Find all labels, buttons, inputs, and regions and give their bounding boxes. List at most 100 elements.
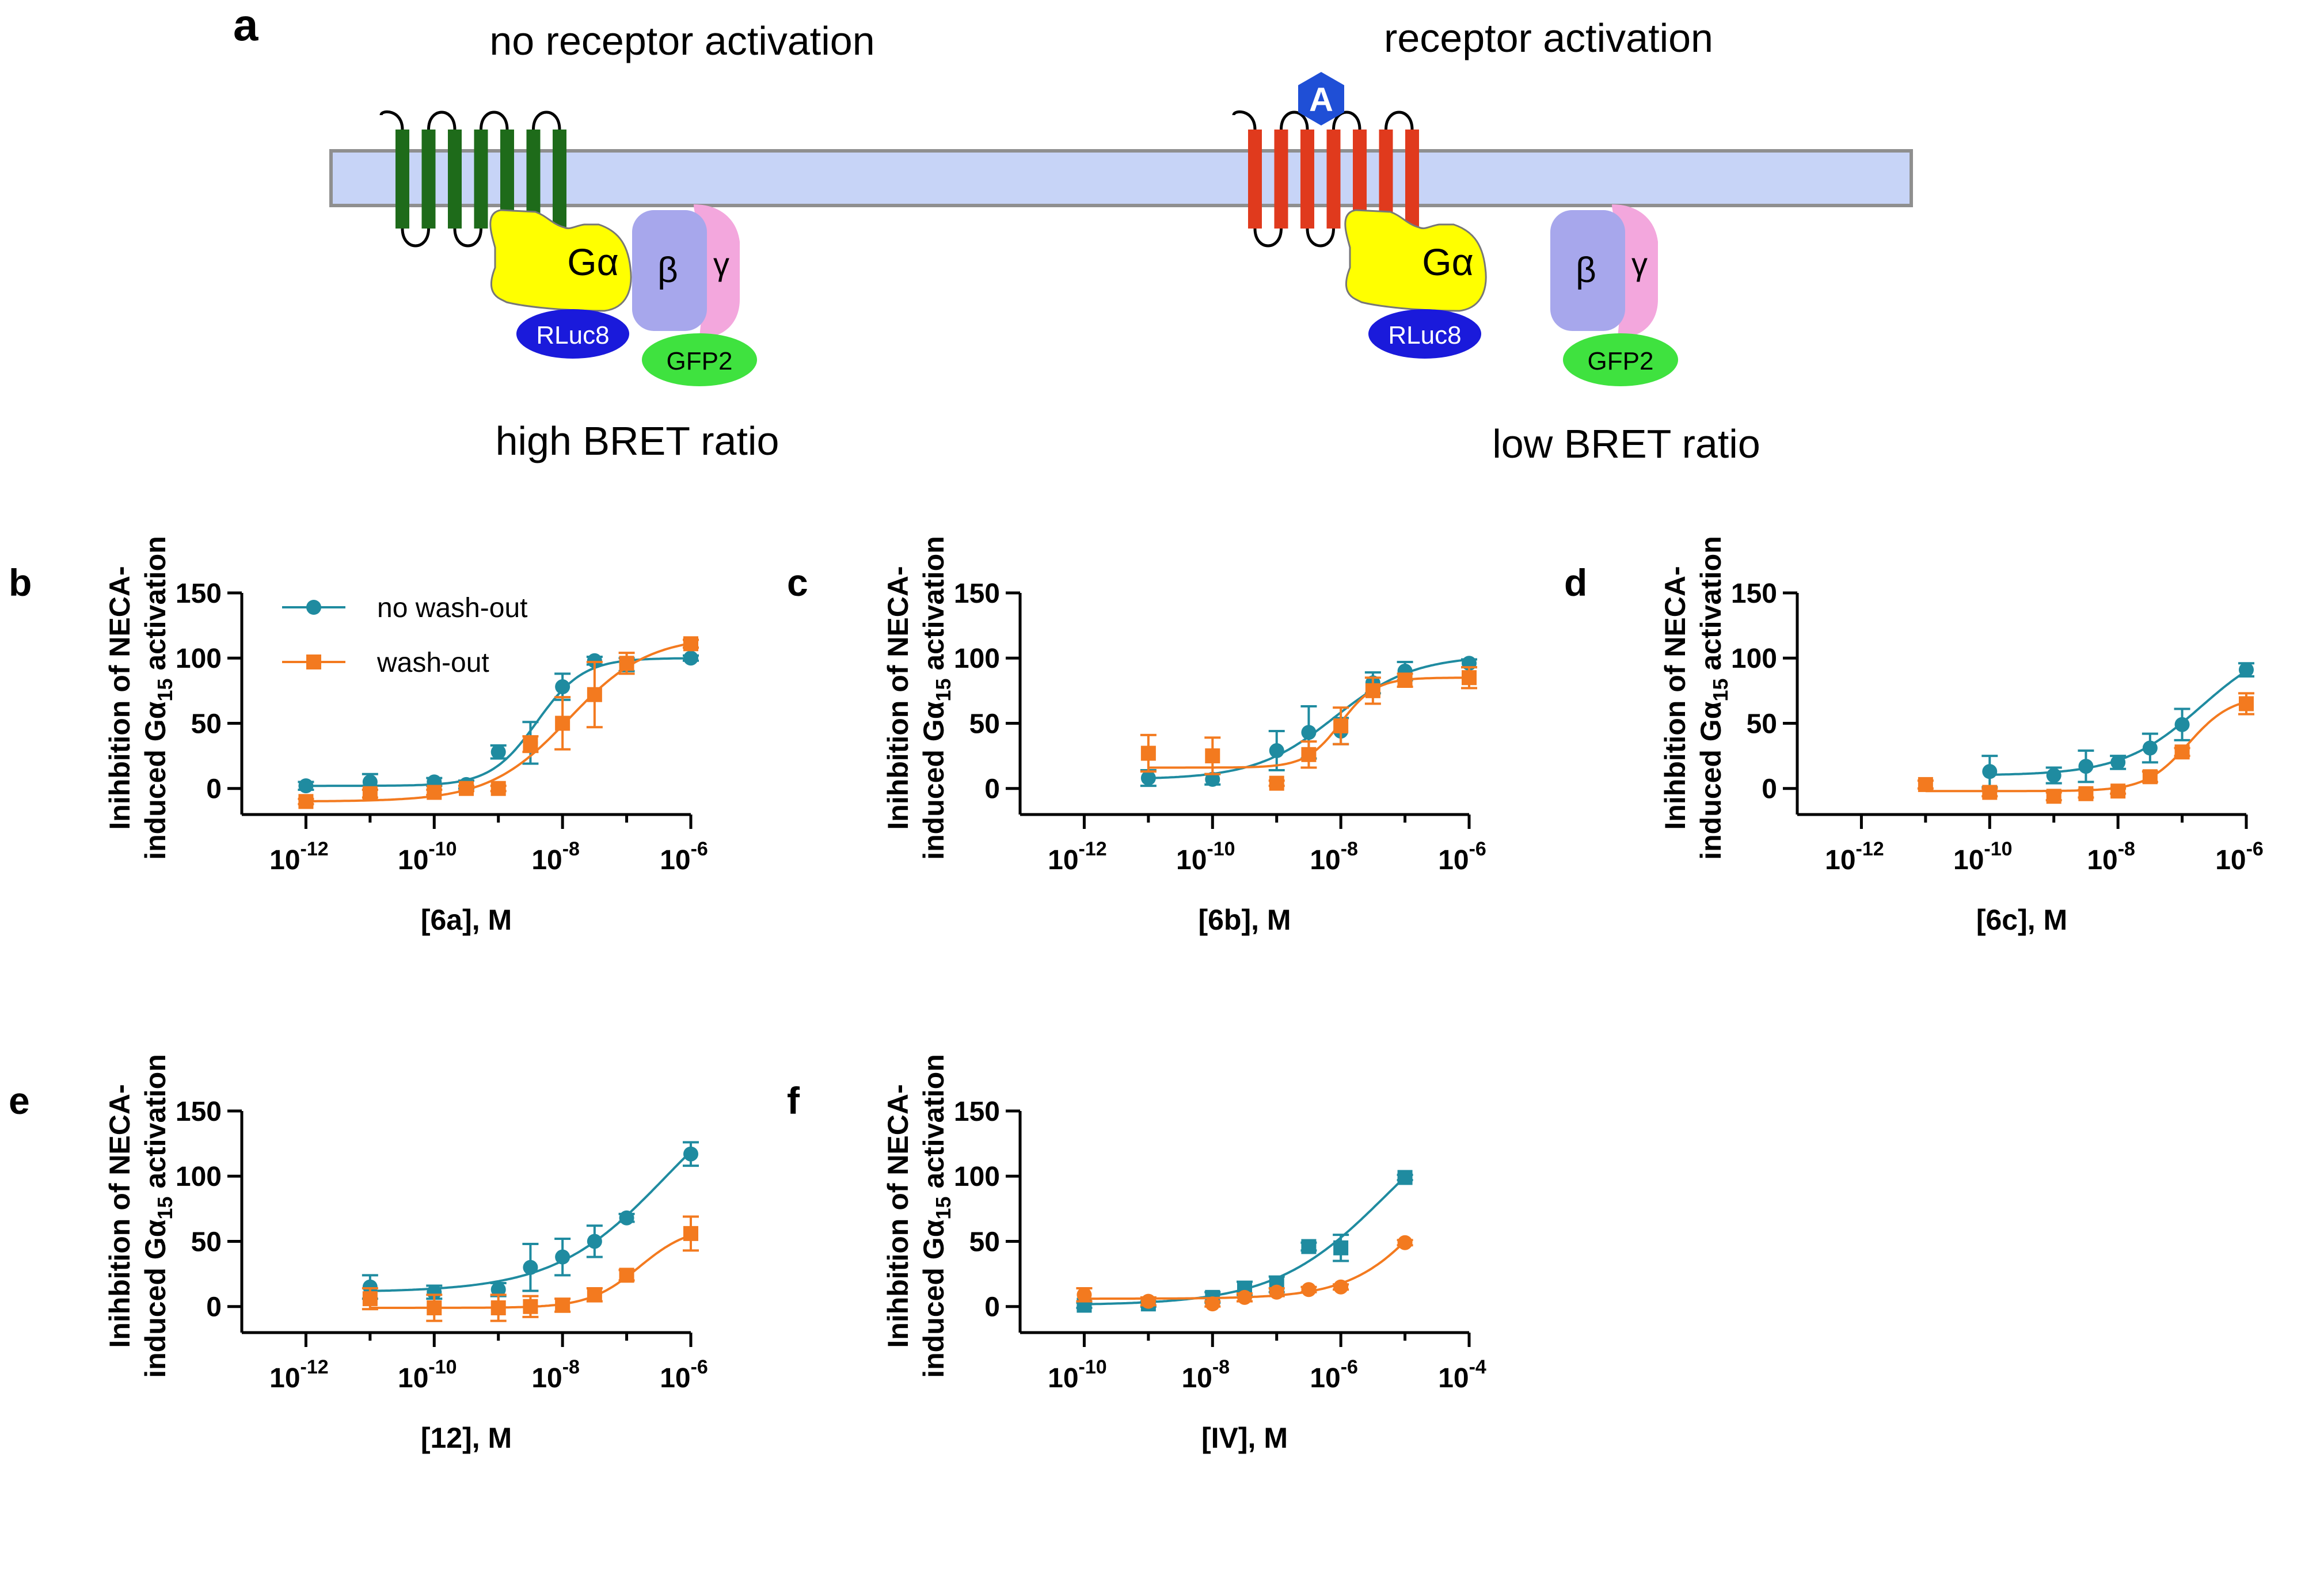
x-tick-exponent: -12 bbox=[301, 1356, 329, 1378]
y-axis-title-line2: induced Gα bbox=[139, 701, 172, 859]
data-point bbox=[1333, 1279, 1349, 1295]
panel-letter-c: c bbox=[787, 561, 808, 604]
y-axis-title-line2: induced Gα bbox=[139, 1219, 172, 1377]
y-tick-label: 100 bbox=[1731, 644, 1777, 674]
x-tick-label: 10-8 bbox=[2087, 838, 2135, 876]
data-point bbox=[1365, 683, 1380, 698]
y-tick-label: 50 bbox=[1747, 709, 1777, 739]
data-point bbox=[587, 1287, 602, 1303]
data-point bbox=[2110, 755, 2126, 770]
x-tick-base: 10 bbox=[269, 1363, 300, 1394]
beta-subunit-left bbox=[632, 210, 707, 331]
tm-helix bbox=[553, 130, 566, 229]
y-axis-title-line2: induced Gα bbox=[1695, 701, 1727, 859]
x-tick-exponent: -12 bbox=[301, 838, 329, 860]
y-axis-title-subscript: 15 bbox=[153, 679, 177, 702]
legend-label-no-washout: no wash-out bbox=[377, 593, 528, 623]
y-axis-title-line2: induced Gα bbox=[918, 701, 950, 859]
x-tick-label: 10-4 bbox=[1438, 1356, 1486, 1394]
x-tick-label: 10-12 bbox=[1825, 838, 1884, 876]
agonist-hexagon bbox=[1298, 72, 1344, 125]
x-tick-label: 10-6 bbox=[660, 838, 708, 876]
data-point bbox=[587, 687, 602, 702]
data-point bbox=[683, 1146, 698, 1162]
data-point bbox=[555, 716, 570, 731]
x-tick-base: 10 bbox=[1825, 845, 1855, 876]
y-axis-title-line2-end: activation bbox=[139, 536, 172, 678]
y-axis-title: Inihbition of NECA-induced Gα15 activati… bbox=[104, 536, 177, 860]
data-point bbox=[1397, 1235, 1413, 1250]
data-point bbox=[490, 1300, 506, 1315]
x-tick-base: 10 bbox=[398, 1363, 428, 1394]
y-tick-label: 0 bbox=[206, 1292, 222, 1323]
x-tick-exponent: -8 bbox=[1341, 838, 1358, 860]
data-point bbox=[362, 774, 378, 790]
data-point bbox=[619, 1268, 634, 1283]
x-tick-base: 10 bbox=[2215, 845, 2246, 876]
data-point bbox=[555, 1297, 570, 1313]
data-point bbox=[1397, 1170, 1413, 1185]
y-tick-label: 50 bbox=[191, 1227, 222, 1257]
data-point bbox=[427, 1300, 442, 1315]
x-tick-base: 10 bbox=[1438, 845, 1469, 876]
y-axis-title-subscript: 15 bbox=[931, 679, 955, 702]
agonist-label: A bbox=[1309, 81, 1333, 119]
x-tick-base: 10 bbox=[660, 1363, 690, 1394]
y-axis-title: Inihbition of NECA-induced Gα15 activati… bbox=[1659, 536, 1732, 860]
chart-panel-e: e Inihbition of NECA-induced Gα15 activat… bbox=[9, 1054, 708, 1454]
x-tick-base: 10 bbox=[1953, 845, 1984, 876]
galpha-label-left: Gα bbox=[567, 241, 619, 283]
data-point bbox=[1205, 748, 1220, 764]
y-axis-title-subscript: 15 bbox=[931, 1197, 955, 1220]
x-tick-label: 10-12 bbox=[269, 1356, 329, 1394]
galpha-subunit-right bbox=[1344, 209, 1487, 312]
panel-letter-d: d bbox=[1564, 561, 1587, 604]
right-caption: low BRET ratio bbox=[1492, 421, 1760, 466]
data-point bbox=[1982, 764, 1998, 779]
data-point bbox=[2142, 769, 2158, 785]
y-tick-label: 0 bbox=[984, 1292, 1000, 1323]
data-point bbox=[587, 1234, 602, 1249]
x-tick-label: 10-10 bbox=[1176, 838, 1235, 876]
y-axis-title-subscript: 15 bbox=[153, 1197, 177, 1220]
data-point bbox=[1301, 725, 1317, 740]
x-tick-label: 10-8 bbox=[531, 838, 580, 876]
legend-marker-washout bbox=[306, 654, 321, 669]
y-axis-title-line2-end: activation bbox=[918, 536, 950, 678]
gamma-label-left: γ bbox=[713, 246, 729, 282]
x-tick-base: 10 bbox=[1048, 1363, 1078, 1394]
data-point bbox=[362, 1279, 378, 1295]
gfp2-right bbox=[1563, 333, 1678, 386]
x-tick-exponent: -6 bbox=[2246, 838, 2264, 860]
data-point bbox=[1269, 1284, 1284, 1300]
x-tick-label: 10-10 bbox=[1953, 838, 2013, 876]
y-axis-title-line1: Inihbition of NECA- bbox=[1659, 566, 1691, 829]
data-point bbox=[490, 1282, 506, 1297]
beta-label-left: β bbox=[657, 250, 678, 290]
x-tick-exponent: -12 bbox=[1079, 838, 1107, 860]
data-point bbox=[2110, 783, 2126, 799]
panel-letter-f: f bbox=[787, 1079, 800, 1122]
data-point bbox=[1205, 771, 1220, 787]
data-point bbox=[490, 744, 506, 760]
chart-panel-c: c Inihbition of NECA-induced Gα15 activat… bbox=[787, 536, 1486, 936]
data-point bbox=[2239, 662, 2254, 678]
x-tick-label: 10-6 bbox=[1310, 1356, 1358, 1394]
data-point bbox=[1462, 670, 1477, 686]
panel-letter-e: e bbox=[9, 1079, 30, 1122]
y-axis-title: Inihbition of NECA-induced Gα15 activati… bbox=[882, 1054, 955, 1378]
tm-helix bbox=[448, 130, 462, 229]
data-point bbox=[523, 1299, 538, 1314]
data-point bbox=[1982, 785, 1998, 800]
data-point bbox=[2239, 696, 2254, 711]
x-tick-base: 10 bbox=[1181, 1363, 1212, 1394]
chart-panel-b: b Inihbition of NECA-induced Gα15 activat… bbox=[9, 536, 708, 936]
x-tick-base: 10 bbox=[1048, 845, 1078, 876]
x-axis-label: [6b], M bbox=[1198, 904, 1291, 936]
data-point bbox=[1333, 1240, 1349, 1255]
data-point bbox=[683, 636, 698, 652]
gfp2-label-right: GFP2 bbox=[1588, 347, 1654, 375]
left-caption: high BRET ratio bbox=[496, 418, 779, 463]
y-tick-label: 150 bbox=[954, 1097, 1000, 1127]
tm-helix bbox=[1248, 130, 1262, 229]
